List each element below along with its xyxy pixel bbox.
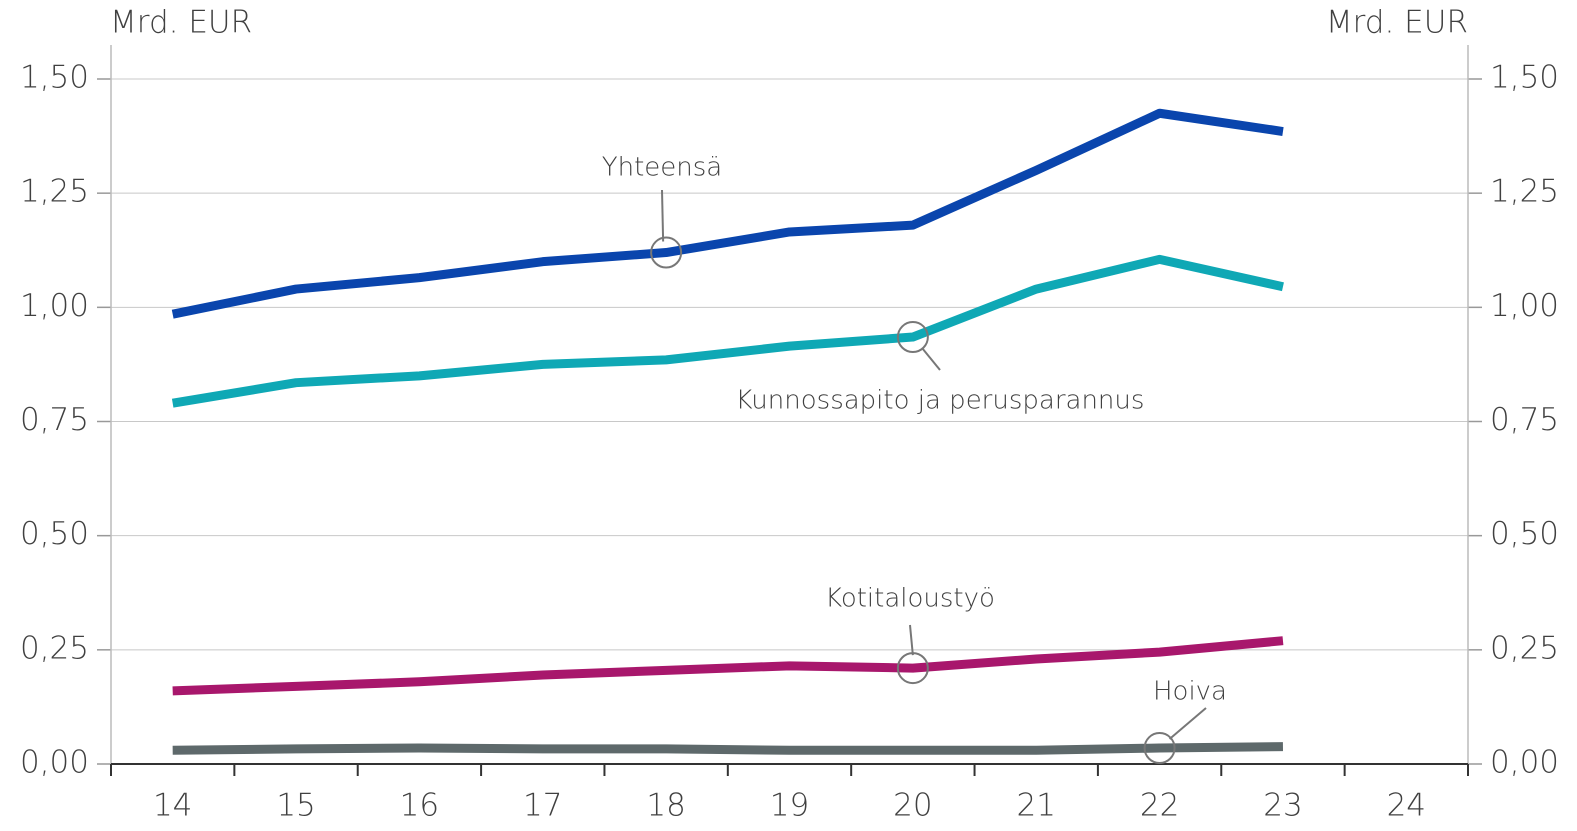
x-tick-label: 17: [523, 788, 562, 824]
y2-tick-label: 0,00: [1490, 745, 1559, 781]
x-tick-label: 15: [276, 788, 315, 824]
y2-axis-label: Mrd. EUR: [1326, 5, 1468, 41]
x-tick-label: 22: [1140, 788, 1179, 824]
y-tick-label: 0,00: [20, 745, 89, 781]
annotation-circle: [896, 321, 929, 354]
x-tick-label: 19: [770, 788, 809, 824]
y2-tick-label: 0,75: [1490, 402, 1559, 438]
series-line: [172, 636, 1284, 696]
y2-tick-label: 1,25: [1490, 174, 1559, 210]
x-tick-label: 16: [400, 788, 439, 824]
series-label: Yhteensä: [602, 153, 723, 183]
y-tick-label: 0,75: [20, 402, 89, 438]
annotation-leader: [661, 189, 665, 242]
annotation-circle: [1143, 732, 1176, 765]
x-tick-label: 24: [1387, 788, 1426, 824]
y2-tick-label: 0,50: [1490, 516, 1559, 552]
y-tick-label: 0,50: [20, 516, 89, 552]
x-tick-label: 20: [893, 788, 932, 824]
y-tick-label: 0,25: [20, 630, 89, 666]
series-line: [172, 742, 1283, 755]
series-label: Hoiva: [1153, 677, 1227, 707]
y-tick-label: 1,50: [20, 60, 89, 96]
y2-tick-label: 1,00: [1490, 288, 1559, 324]
annotation-leader: [1168, 707, 1207, 740]
annotation-circle: [650, 236, 683, 269]
x-tick-label: 18: [646, 788, 685, 824]
annotation-circle: [896, 652, 929, 685]
series-line: [171, 254, 1284, 408]
series-label: Kotitaloustyö: [825, 584, 995, 614]
x-tick-label: 23: [1263, 788, 1302, 824]
series-line: [171, 108, 1284, 319]
y-tick-label: 1,00: [20, 288, 89, 324]
series-label: Kunnossapito ja perusparannus: [736, 386, 1145, 416]
y-axis-label: Mrd. EUR: [110, 5, 252, 41]
x-tick-label: 14: [153, 788, 192, 824]
annotation-leader: [922, 348, 941, 371]
y-tick-label: 1,25: [20, 174, 89, 210]
annotation-leader: [909, 624, 914, 656]
y2-tick-label: 0,25: [1490, 630, 1559, 666]
x-tick-label: 21: [1017, 788, 1056, 824]
y2-tick-label: 1,50: [1490, 60, 1559, 96]
